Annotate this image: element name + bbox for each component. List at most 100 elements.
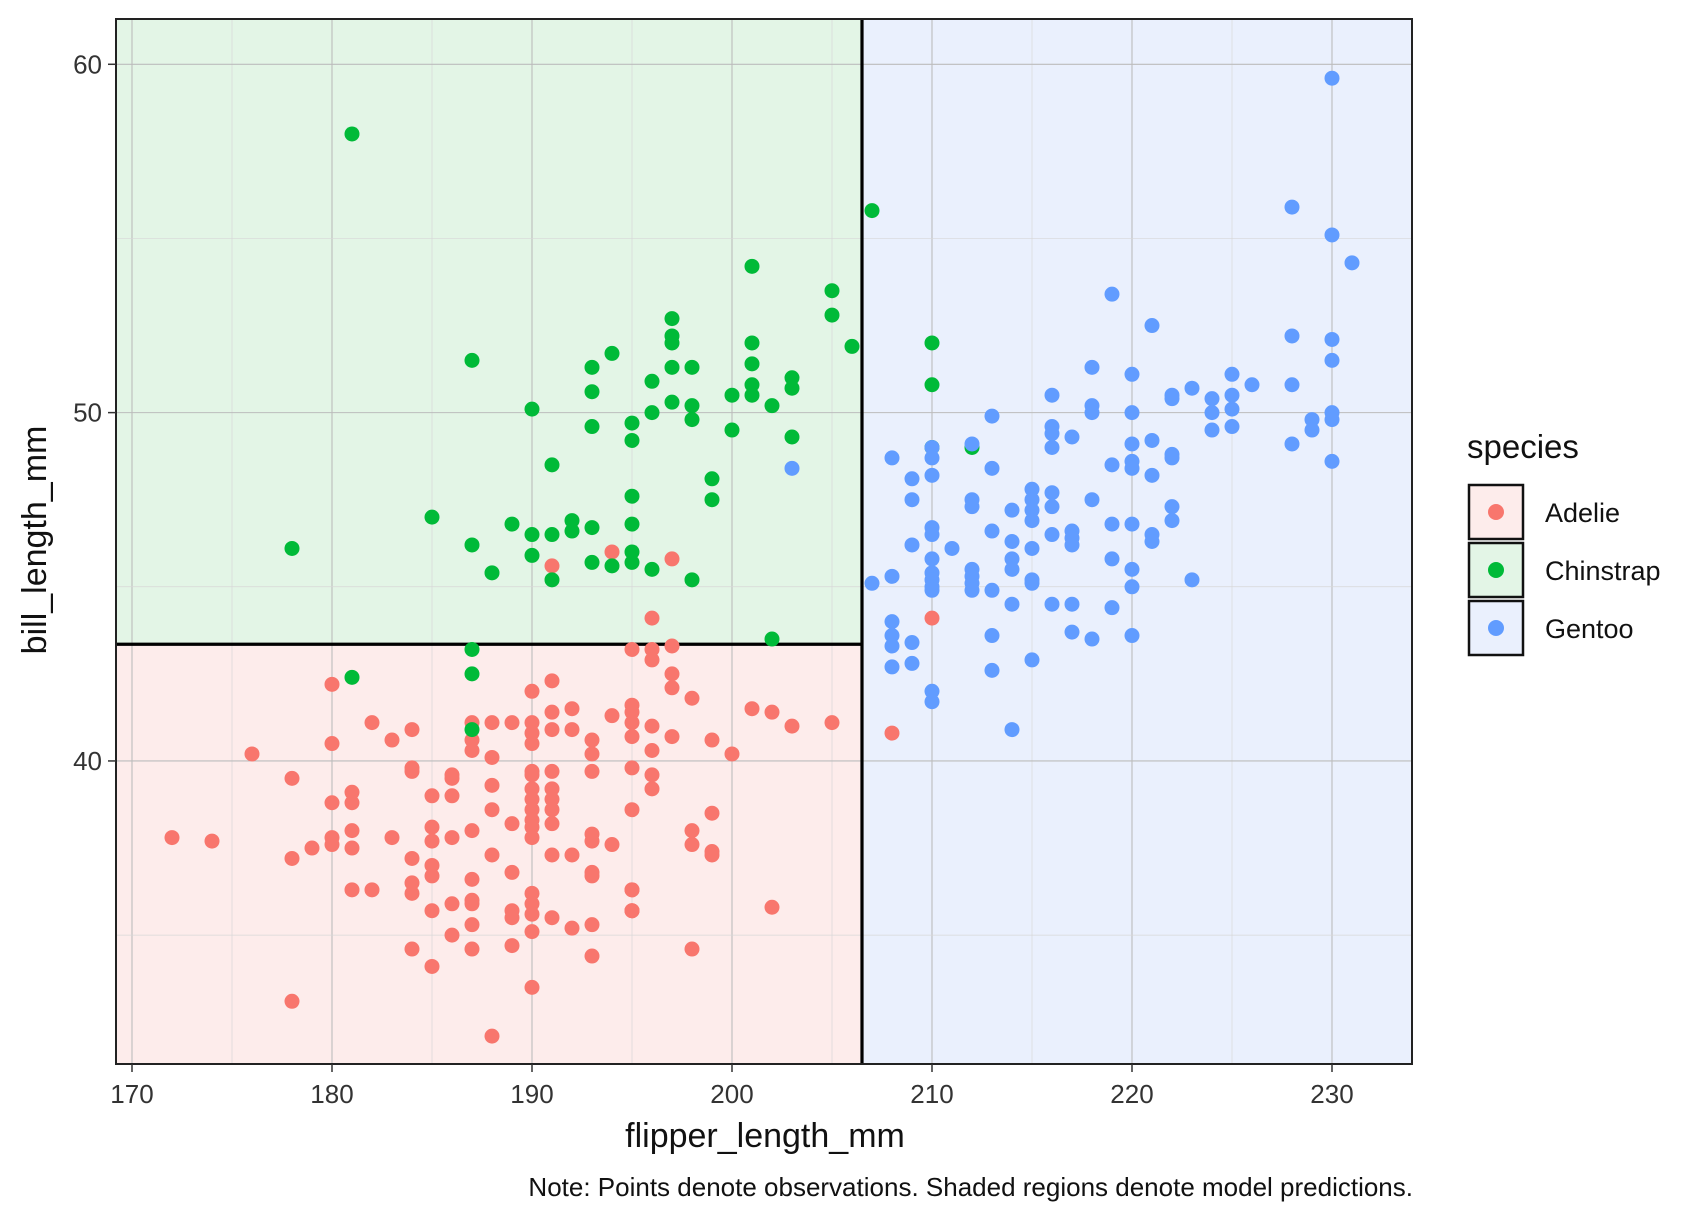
data-point-gentoo bbox=[984, 582, 1000, 598]
data-point-adelie bbox=[624, 760, 640, 776]
data-point-gentoo bbox=[984, 628, 1000, 644]
data-point-gentoo bbox=[1324, 453, 1340, 469]
data-point-gentoo bbox=[884, 638, 900, 654]
data-point-adelie bbox=[544, 763, 560, 779]
data-point-adelie bbox=[324, 676, 340, 692]
data-point-gentoo bbox=[1044, 439, 1060, 455]
data-point-chinstrap bbox=[464, 641, 480, 657]
data-point-chinstrap bbox=[664, 335, 680, 351]
data-point-gentoo bbox=[1004, 502, 1020, 518]
data-point-chinstrap bbox=[524, 401, 540, 417]
data-point-chinstrap bbox=[544, 457, 560, 473]
data-point-chinstrap bbox=[624, 488, 640, 504]
data-point-chinstrap bbox=[524, 527, 540, 543]
data-point-chinstrap bbox=[484, 565, 500, 581]
data-point-chinstrap bbox=[744, 387, 760, 403]
data-point-adelie bbox=[544, 847, 560, 863]
data-point-adelie bbox=[404, 763, 420, 779]
data-point-adelie bbox=[604, 708, 620, 724]
data-point-gentoo bbox=[1104, 600, 1120, 616]
data-point-chinstrap bbox=[464, 352, 480, 368]
y-axis-title: bill_length_mm bbox=[16, 426, 54, 655]
legend-dot-chinstrap bbox=[1488, 562, 1504, 578]
data-point-gentoo bbox=[1324, 352, 1340, 368]
data-point-gentoo bbox=[1304, 422, 1320, 438]
data-point-adelie bbox=[204, 833, 220, 849]
data-point-gentoo bbox=[904, 537, 920, 553]
data-point-adelie bbox=[704, 847, 720, 863]
data-point-adelie bbox=[624, 715, 640, 731]
data-point-gentoo bbox=[1124, 405, 1140, 421]
plot-panel-border bbox=[115, 18, 1413, 1065]
data-point-chinstrap bbox=[684, 572, 700, 588]
data-point-gentoo bbox=[1344, 255, 1360, 271]
data-point-gentoo bbox=[1284, 436, 1300, 452]
data-point-adelie bbox=[684, 690, 700, 706]
data-point-gentoo bbox=[1084, 405, 1100, 421]
data-point-adelie bbox=[424, 819, 440, 835]
data-point-adelie bbox=[524, 885, 540, 901]
data-point-gentoo bbox=[1064, 537, 1080, 553]
data-point-gentoo bbox=[1024, 652, 1040, 668]
data-point-chinstrap bbox=[624, 415, 640, 431]
data-point-chinstrap bbox=[724, 422, 740, 438]
data-point-gentoo bbox=[1004, 561, 1020, 577]
y-tick-label: 60 bbox=[73, 49, 102, 79]
data-point-gentoo bbox=[1004, 534, 1020, 549]
legend: species Adelie Chinstrap Gentoo bbox=[1467, 428, 1661, 657]
data-point-chinstrap bbox=[924, 335, 940, 351]
data-point-adelie bbox=[604, 837, 620, 853]
data-point-gentoo bbox=[984, 523, 1000, 539]
data-point-chinstrap bbox=[724, 387, 740, 403]
data-point-adelie bbox=[784, 718, 800, 734]
data-point-gentoo bbox=[1024, 513, 1040, 529]
data-point-gentoo bbox=[1124, 460, 1140, 476]
data-point-chinstrap bbox=[584, 554, 600, 570]
x-tick-label: 170 bbox=[110, 1079, 153, 1109]
data-point-chinstrap bbox=[784, 380, 800, 396]
x-tick-label: 220 bbox=[1110, 1079, 1153, 1109]
data-point-chinstrap bbox=[744, 258, 760, 274]
data-point-gentoo bbox=[1124, 436, 1140, 452]
data-point-adelie bbox=[344, 795, 360, 811]
x-tick-label: 200 bbox=[710, 1079, 753, 1109]
prediction-regions bbox=[116, 19, 1412, 1064]
data-point-adelie bbox=[444, 896, 460, 912]
data-point-chinstrap bbox=[524, 547, 540, 563]
data-point-chinstrap bbox=[284, 540, 300, 556]
data-point-adelie bbox=[724, 746, 740, 762]
data-point-adelie bbox=[464, 941, 480, 957]
data-point-gentoo bbox=[1144, 318, 1160, 334]
data-point-adelie bbox=[524, 715, 540, 731]
data-point-gentoo bbox=[1164, 450, 1180, 466]
data-point-adelie bbox=[384, 732, 400, 748]
data-point-chinstrap bbox=[824, 307, 840, 323]
data-point-gentoo bbox=[1324, 412, 1340, 428]
data-point-gentoo bbox=[1164, 499, 1180, 515]
data-point-chinstrap bbox=[924, 377, 940, 393]
data-point-gentoo bbox=[1104, 551, 1120, 567]
data-point-adelie bbox=[404, 850, 420, 866]
data-point-adelie bbox=[284, 770, 300, 786]
data-point-chinstrap bbox=[584, 359, 600, 375]
x-tick-label: 230 bbox=[1310, 1079, 1353, 1109]
data-point-adelie bbox=[584, 917, 600, 933]
data-point-gentoo bbox=[1084, 359, 1100, 375]
data-point-chinstrap bbox=[584, 520, 600, 536]
data-point-gentoo bbox=[1224, 401, 1240, 417]
data-point-adelie bbox=[484, 802, 500, 818]
data-point-gentoo bbox=[1324, 227, 1340, 243]
data-point-gentoo bbox=[1204, 405, 1220, 421]
data-point-adelie bbox=[484, 847, 500, 863]
data-point-gentoo bbox=[1224, 419, 1240, 435]
data-point-adelie bbox=[524, 683, 540, 699]
data-point-gentoo bbox=[1324, 70, 1340, 86]
data-point-adelie bbox=[604, 544, 620, 560]
data-point-adelie bbox=[504, 938, 520, 954]
data-point-gentoo bbox=[1184, 380, 1200, 396]
data-point-gentoo bbox=[1304, 412, 1320, 428]
data-point-adelie bbox=[304, 840, 320, 856]
data-point-chinstrap bbox=[844, 338, 860, 354]
data-point-adelie bbox=[524, 896, 540, 912]
data-point-adelie bbox=[344, 882, 360, 898]
